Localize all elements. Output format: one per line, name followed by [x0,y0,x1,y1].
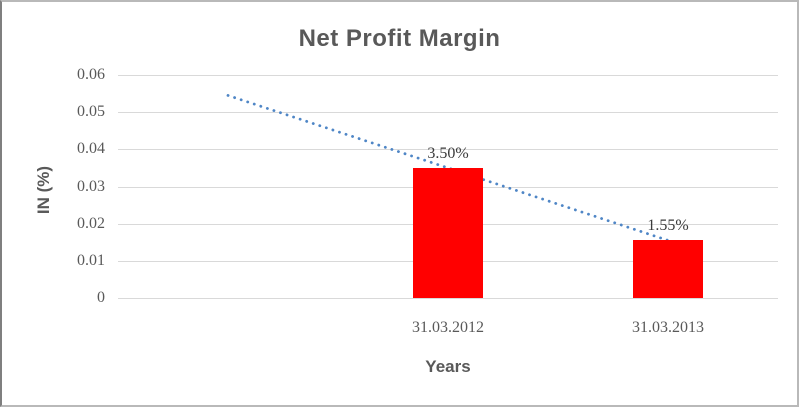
y-tick-label: 0 [97,289,105,306]
y-tick-label: 0.04 [77,140,105,158]
bar [633,240,703,298]
y-tick-label: 0.01 [77,251,105,269]
gridline [118,75,778,76]
chart-title: Net Profit Margin [298,25,501,52]
y-tick-label: 0.05 [77,103,105,121]
gridline [118,298,778,299]
x-tick-label: 31.03.2012 [412,319,484,336]
trendline [226,94,670,242]
gridline [118,149,778,151]
gridline [118,112,778,114]
y-tick-label: 0.02 [77,214,105,232]
y-tick-label: 0.06 [77,66,105,83]
y-tick-label: 0.03 [77,177,105,195]
bar-data-label: 3.50% [427,144,469,162]
x-axis-title: Years [425,357,471,376]
bar [413,167,483,298]
x-tick-label: 31.03.2013 [632,319,704,336]
bar-data-label: 1.55% [647,217,689,235]
